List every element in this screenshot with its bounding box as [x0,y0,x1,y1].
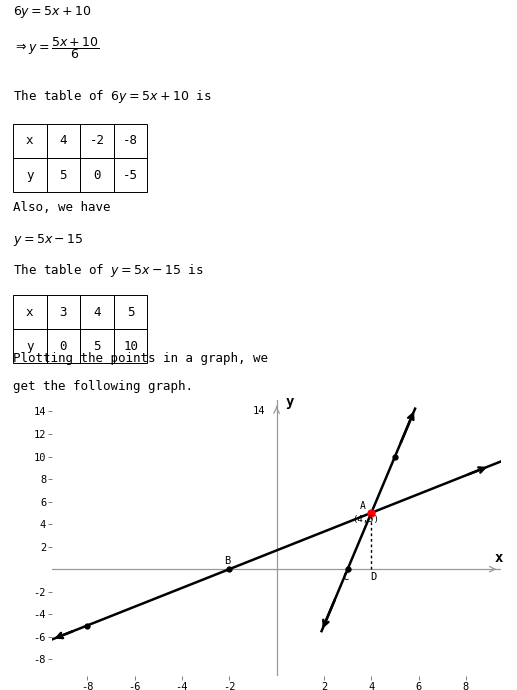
Text: -5: -5 [123,169,138,181]
Bar [13,124,47,158]
Bar [114,158,147,193]
Text: Also, we have: Also, we have [13,201,111,214]
Bar [80,124,114,158]
Bar [47,295,80,329]
Bar [47,329,80,364]
Text: 5: 5 [127,306,134,319]
Bar [114,124,147,158]
Text: 10: 10 [123,339,138,353]
Text: -8: -8 [123,135,138,148]
Text: 4: 4 [59,135,67,148]
Text: The table of $6y = 5x + 10$ is: The table of $6y = 5x + 10$ is [13,88,211,106]
Bar [80,295,114,329]
Text: y: y [26,169,34,181]
Bar [114,329,147,364]
Text: x: x [26,135,34,148]
Text: The table of $y = 5x - 15$ is: The table of $y = 5x - 15$ is [13,262,204,279]
Text: y: y [26,339,34,353]
Text: B: B [224,555,231,566]
Text: A: A [359,501,366,511]
Bar [80,158,114,193]
Text: $y=5x - 15$: $y=5x - 15$ [13,232,84,248]
Text: C: C [342,573,348,582]
Text: y: y [286,395,295,409]
Text: 0: 0 [59,339,67,353]
Text: get the following graph.: get the following graph. [13,380,193,393]
Text: 5: 5 [59,169,67,181]
Bar [114,295,147,329]
Text: 3: 3 [59,306,67,319]
Text: $\Rightarrow y = \dfrac{5x + 10}{6}$: $\Rightarrow y = \dfrac{5x + 10}{6}$ [13,35,100,61]
Text: $6y = 5x + 10$: $6y = 5x + 10$ [13,4,92,20]
Bar [13,158,47,193]
Text: 5: 5 [93,339,101,353]
Text: Plotting the points in a graph, we: Plotting the points in a graph, we [13,352,268,365]
Text: 0: 0 [93,169,101,181]
Text: (4,5): (4,5) [353,515,379,524]
Bar [13,329,47,364]
Bar [80,329,114,364]
Bar [47,158,80,193]
Text: D: D [371,573,377,582]
Bar [47,124,80,158]
Bar [13,295,47,329]
Text: 14: 14 [252,406,265,417]
Text: -2: -2 [89,135,104,148]
Text: 4: 4 [93,306,101,319]
Text: x: x [26,306,34,319]
Text: x: x [494,551,503,565]
